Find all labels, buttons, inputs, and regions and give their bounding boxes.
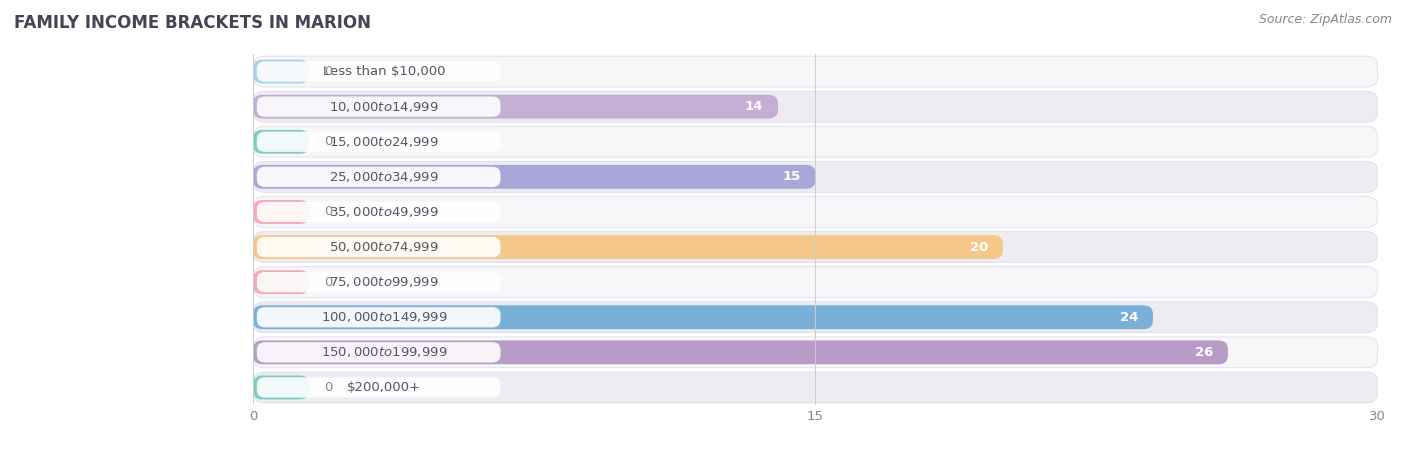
FancyBboxPatch shape	[253, 340, 1227, 364]
Text: $25,000 to $34,999: $25,000 to $34,999	[329, 170, 439, 184]
Text: $150,000 to $199,999: $150,000 to $199,999	[321, 345, 447, 360]
Text: 15: 15	[782, 171, 800, 183]
FancyBboxPatch shape	[253, 235, 1002, 259]
FancyBboxPatch shape	[253, 270, 309, 294]
Text: 0: 0	[325, 381, 333, 394]
Text: 20: 20	[970, 241, 988, 253]
FancyBboxPatch shape	[253, 59, 309, 84]
FancyBboxPatch shape	[253, 232, 1378, 262]
Text: 26: 26	[1195, 346, 1213, 359]
FancyBboxPatch shape	[257, 61, 501, 82]
FancyBboxPatch shape	[257, 202, 501, 222]
FancyBboxPatch shape	[253, 267, 1378, 297]
FancyBboxPatch shape	[253, 197, 1378, 227]
Text: Less than $10,000: Less than $10,000	[323, 65, 446, 78]
FancyBboxPatch shape	[253, 372, 1378, 403]
Text: 14: 14	[745, 100, 763, 113]
Text: $100,000 to $149,999: $100,000 to $149,999	[321, 310, 447, 324]
FancyBboxPatch shape	[253, 337, 1378, 368]
FancyBboxPatch shape	[253, 94, 778, 119]
Text: 0: 0	[325, 206, 333, 218]
FancyBboxPatch shape	[253, 130, 309, 154]
Text: $35,000 to $49,999: $35,000 to $49,999	[329, 205, 439, 219]
FancyBboxPatch shape	[253, 302, 1378, 333]
Text: 0: 0	[325, 135, 333, 148]
FancyBboxPatch shape	[253, 162, 1378, 192]
Text: Source: ZipAtlas.com: Source: ZipAtlas.com	[1258, 14, 1392, 27]
FancyBboxPatch shape	[253, 200, 309, 224]
Text: $200,000+: $200,000+	[347, 381, 422, 394]
FancyBboxPatch shape	[257, 237, 501, 257]
Text: $15,000 to $24,999: $15,000 to $24,999	[329, 135, 439, 149]
Text: 0: 0	[325, 65, 333, 78]
FancyBboxPatch shape	[253, 375, 309, 400]
FancyBboxPatch shape	[253, 126, 1378, 157]
FancyBboxPatch shape	[257, 166, 501, 187]
FancyBboxPatch shape	[257, 377, 501, 398]
Text: FAMILY INCOME BRACKETS IN MARION: FAMILY INCOME BRACKETS IN MARION	[14, 14, 371, 32]
Text: 24: 24	[1119, 311, 1137, 324]
Text: $50,000 to $74,999: $50,000 to $74,999	[329, 240, 439, 254]
Text: $75,000 to $99,999: $75,000 to $99,999	[329, 275, 439, 289]
FancyBboxPatch shape	[253, 91, 1378, 122]
FancyBboxPatch shape	[257, 272, 501, 292]
FancyBboxPatch shape	[257, 131, 501, 152]
FancyBboxPatch shape	[257, 96, 501, 117]
FancyBboxPatch shape	[253, 56, 1378, 87]
Text: 0: 0	[325, 276, 333, 288]
FancyBboxPatch shape	[253, 305, 1153, 329]
FancyBboxPatch shape	[257, 307, 501, 328]
FancyBboxPatch shape	[253, 165, 815, 189]
FancyBboxPatch shape	[257, 342, 501, 363]
Text: $10,000 to $14,999: $10,000 to $14,999	[329, 99, 439, 114]
